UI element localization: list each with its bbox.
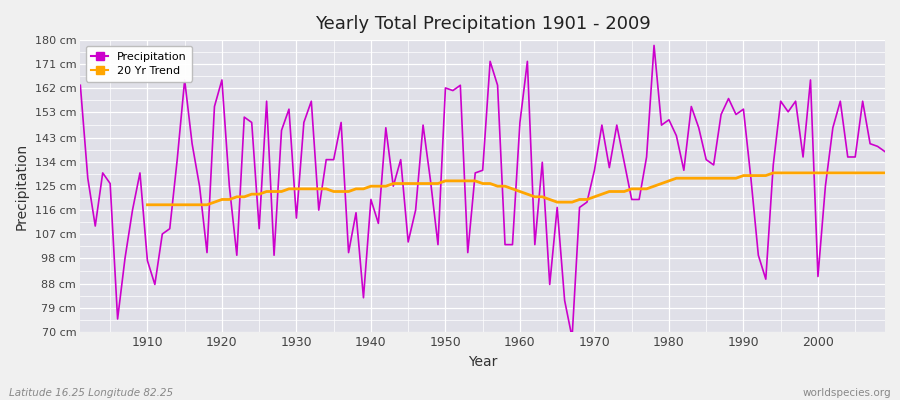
X-axis label: Year: Year (468, 355, 498, 369)
Y-axis label: Precipitation: Precipitation (15, 143, 29, 230)
Title: Yearly Total Precipitation 1901 - 2009: Yearly Total Precipitation 1901 - 2009 (315, 15, 651, 33)
Text: worldspecies.org: worldspecies.org (803, 388, 891, 398)
Legend: Precipitation, 20 Yr Trend: Precipitation, 20 Yr Trend (86, 46, 193, 82)
Text: Latitude 16.25 Longitude 82.25: Latitude 16.25 Longitude 82.25 (9, 388, 173, 398)
